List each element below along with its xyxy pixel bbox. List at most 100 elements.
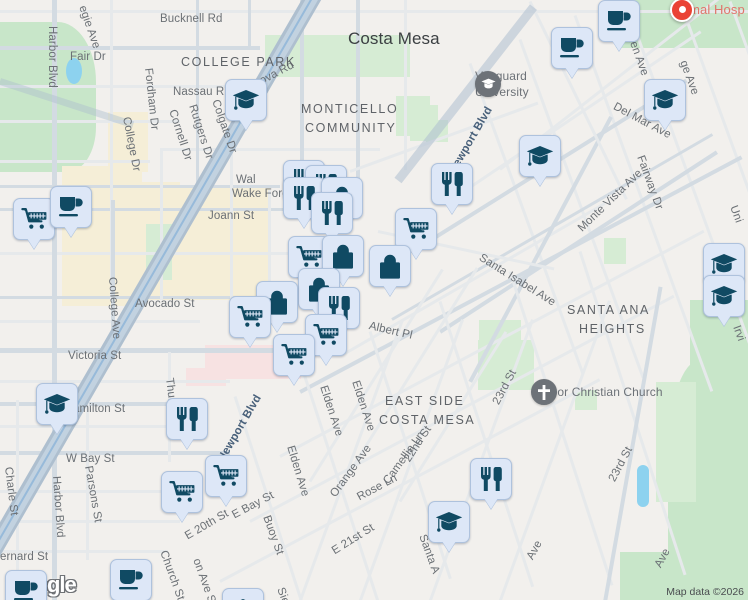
city-label: Costa Mesa bbox=[348, 29, 440, 48]
map-pin-graduation[interactable] bbox=[703, 275, 745, 317]
graduation-icon bbox=[435, 511, 463, 533]
road-segment bbox=[0, 451, 230, 455]
map-pin-shoppingcart[interactable] bbox=[273, 334, 315, 376]
graduation-icon bbox=[232, 89, 260, 111]
street-label: Avocado St bbox=[135, 298, 195, 310]
road-segment bbox=[0, 550, 168, 553]
map-pin-coffee[interactable] bbox=[110, 559, 152, 600]
park-polygon-8 bbox=[604, 238, 626, 264]
poi-cross[interactable]: Harbor Christian Church bbox=[531, 379, 663, 405]
map-pin-coffee[interactable] bbox=[598, 0, 640, 42]
road-segment bbox=[0, 520, 180, 523]
map-pin-restaurant[interactable] bbox=[431, 163, 473, 205]
road-segment bbox=[0, 208, 300, 211]
map-pin-coffee[interactable] bbox=[5, 570, 47, 600]
road-segment bbox=[0, 252, 300, 255]
graduation-icon bbox=[43, 393, 71, 415]
street-label: Victoria St bbox=[68, 350, 122, 362]
restaurant-icon bbox=[320, 200, 344, 226]
shoppingcart-icon bbox=[212, 464, 240, 488]
graduation-icon[interactable] bbox=[475, 71, 501, 97]
street-label: Wake Fore bbox=[232, 188, 289, 200]
shoppingbag-icon bbox=[378, 254, 402, 279]
graduation-icon bbox=[710, 285, 738, 307]
road-segment bbox=[111, 200, 115, 360]
cross-icon[interactable] bbox=[531, 379, 557, 405]
street-label: Church St bbox=[157, 548, 187, 600]
road-segment bbox=[0, 160, 150, 163]
street-label: W Bay St bbox=[66, 453, 115, 465]
map-pin-coffee[interactable] bbox=[551, 27, 593, 69]
graduation-icon bbox=[710, 253, 738, 275]
shoppingbag-icon bbox=[331, 244, 355, 269]
neighborhood-label: SANTA ANA bbox=[567, 303, 650, 317]
road-segment bbox=[0, 10, 748, 13]
neighborhood-label: EAST SIDE bbox=[385, 394, 465, 408]
restaurant-icon bbox=[175, 406, 199, 432]
street-label: Elden Ave bbox=[284, 444, 312, 498]
map-pin-shoppingcart[interactable] bbox=[229, 296, 271, 338]
street-label: on Ave St bbox=[190, 556, 219, 600]
road-segment bbox=[230, 150, 233, 310]
road-segment bbox=[300, 0, 304, 200]
map-pin-graduation[interactable] bbox=[428, 501, 470, 543]
road-segment bbox=[0, 490, 190, 493]
road-segment bbox=[52, 0, 57, 600]
coffee-icon bbox=[559, 36, 585, 60]
road-segment bbox=[110, 0, 113, 300]
road-segment bbox=[160, 148, 380, 151]
shoppingcart-icon bbox=[295, 245, 323, 269]
shoppingcart-icon bbox=[236, 305, 264, 329]
street-label: Joann St bbox=[208, 210, 255, 222]
road-segment bbox=[0, 85, 250, 88]
coffee-icon bbox=[13, 579, 39, 600]
pin-dot-icon[interactable] bbox=[670, 0, 694, 22]
street-label: Ave bbox=[524, 538, 545, 562]
map-pin-shoppingcart[interactable] bbox=[205, 455, 247, 497]
road-segment bbox=[268, 190, 271, 320]
street-label: Wal bbox=[236, 174, 256, 186]
road-segment bbox=[248, 0, 251, 50]
road-segment bbox=[0, 348, 330, 353]
road-segment bbox=[0, 320, 200, 323]
coffee-icon bbox=[118, 568, 144, 592]
coffee-icon bbox=[58, 195, 84, 219]
road-segment bbox=[0, 46, 260, 50]
neighborhood-label: HEIGHTS bbox=[579, 322, 646, 336]
restaurant-icon bbox=[327, 295, 351, 321]
shoppingcart-icon bbox=[20, 207, 48, 231]
neighborhood-label: COLLEGE PARK bbox=[181, 55, 296, 69]
poi-pin-dot[interactable]: Animal Hosp bbox=[670, 0, 745, 22]
shoppingcart-icon bbox=[280, 343, 308, 367]
map-pin-restaurant[interactable] bbox=[470, 458, 512, 500]
street-label: amilton St bbox=[73, 403, 126, 415]
neighborhood-label: MONTICELLO bbox=[301, 102, 399, 116]
map-pin-shoppingbag[interactable] bbox=[369, 245, 411, 287]
neighborhood-label: COSTA MESA bbox=[379, 413, 476, 427]
poi-graduation[interactable]: Vanguard University bbox=[475, 68, 529, 100]
map-pin-graduation[interactable] bbox=[519, 135, 561, 177]
map-pin-restaurant[interactable] bbox=[311, 192, 353, 234]
map-pin-shoppingcart[interactable] bbox=[395, 208, 437, 250]
street-label: Sierk bbox=[274, 586, 294, 600]
park-polygon-15 bbox=[575, 390, 597, 410]
map-pin-coffee[interactable] bbox=[50, 186, 92, 228]
map-pin-shoppingcart[interactable] bbox=[13, 198, 55, 240]
map-pin-graduation[interactable] bbox=[644, 79, 686, 121]
road-segment bbox=[404, 0, 407, 170]
map-pin-graduation[interactable] bbox=[36, 383, 78, 425]
map-pin-restaurant[interactable] bbox=[166, 398, 208, 440]
restaurant-icon bbox=[479, 466, 503, 492]
street-label: Newport Blvd bbox=[215, 392, 264, 464]
shoppingcart-icon bbox=[312, 323, 340, 347]
road-segment bbox=[0, 425, 200, 428]
graduation-icon bbox=[651, 89, 679, 111]
map-attribution: Map data ©2026 bbox=[666, 586, 744, 598]
map-pin-graduation[interactable] bbox=[225, 79, 267, 121]
coffee-icon bbox=[606, 9, 632, 33]
map-pin-shoppingcart[interactable] bbox=[161, 471, 203, 513]
road-segment bbox=[0, 402, 200, 406]
street-label: Nassau R bbox=[173, 86, 225, 98]
map-pin-graduation[interactable] bbox=[222, 588, 264, 600]
